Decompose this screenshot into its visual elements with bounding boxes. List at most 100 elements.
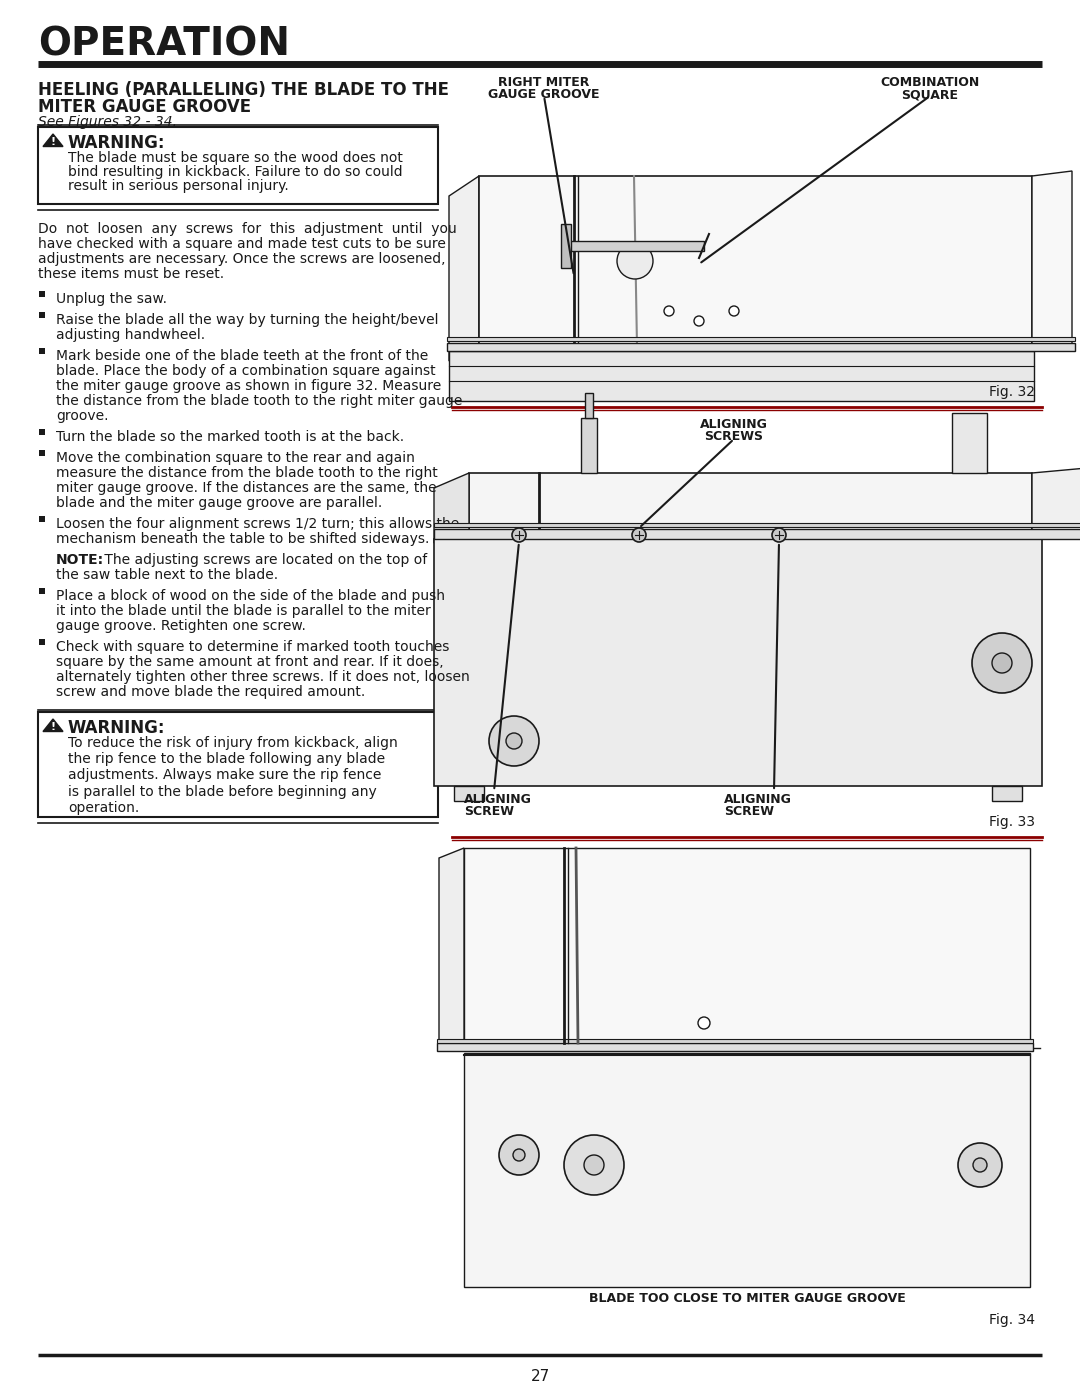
Text: Raise the blade all the way by turning the height/bevel: Raise the blade all the way by turning t…	[56, 313, 438, 327]
Text: ALIGNING: ALIGNING	[464, 793, 531, 806]
Text: Fig. 34: Fig. 34	[989, 1313, 1035, 1327]
Text: 27: 27	[530, 1369, 550, 1384]
Text: See Figures 32 - 34.: See Figures 32 - 34.	[38, 115, 177, 129]
Text: blade. Place the body of a combination square against: blade. Place the body of a combination s…	[56, 365, 435, 379]
Bar	[39, 348, 45, 353]
Text: SQUARE: SQUARE	[902, 88, 959, 101]
Text: The adjusting screws are located on the top of: The adjusting screws are located on the …	[100, 553, 428, 567]
Text: adjustments are necessary. Once the screws are loosened,: adjustments are necessary. Once the scre…	[38, 251, 446, 265]
Text: SCREWS: SCREWS	[704, 430, 764, 443]
Text: MITER GAUGE GROOVE: MITER GAUGE GROOVE	[38, 98, 252, 116]
Text: OPERATION: OPERATION	[38, 25, 291, 63]
Circle shape	[973, 1158, 987, 1172]
Text: SCREW: SCREW	[724, 805, 774, 819]
Text: HEELING (PARALLELING) THE BLADE TO THE: HEELING (PARALLELING) THE BLADE TO THE	[38, 81, 449, 99]
Bar	[39, 588, 45, 594]
Polygon shape	[1032, 468, 1080, 538]
Text: bind resulting in kickback. Failure to do so could: bind resulting in kickback. Failure to d…	[68, 165, 403, 179]
Text: screw and move blade the required amount.: screw and move blade the required amount…	[56, 685, 365, 698]
Circle shape	[617, 243, 653, 279]
Text: RIGHT MITER: RIGHT MITER	[498, 75, 590, 89]
Circle shape	[694, 316, 704, 326]
Text: measure the distance from the blade tooth to the right: measure the distance from the blade toot…	[56, 467, 437, 481]
Circle shape	[993, 652, 1012, 673]
Text: result in serious personal injury.: result in serious personal injury.	[68, 179, 288, 193]
Polygon shape	[43, 719, 63, 732]
Polygon shape	[43, 134, 63, 147]
Polygon shape	[438, 848, 464, 1051]
Polygon shape	[449, 176, 480, 360]
Circle shape	[958, 1143, 1002, 1187]
Text: ALIGNING: ALIGNING	[700, 418, 768, 432]
Text: square by the same amount at front and rear. If it does,: square by the same amount at front and r…	[56, 655, 444, 669]
Bar	[39, 312, 45, 319]
Text: Unplug the saw.: Unplug the saw.	[56, 292, 167, 306]
Bar	[434, 539, 1042, 787]
Text: SCREW: SCREW	[464, 805, 514, 819]
Circle shape	[698, 1017, 710, 1030]
Text: Fig. 32: Fig. 32	[989, 386, 1035, 400]
Circle shape	[512, 528, 526, 542]
Bar	[581, 418, 597, 474]
Bar	[951, 414, 987, 474]
Text: miter gauge groove. If the distances are the same, the: miter gauge groove. If the distances are…	[56, 481, 436, 495]
Text: the miter gauge groove as shown in figure 32. Measure: the miter gauge groove as shown in figur…	[56, 379, 442, 393]
Bar	[39, 291, 45, 298]
Text: alternately tighten other three screws. If it does not, loosen: alternately tighten other three screws. …	[56, 671, 470, 685]
Bar	[561, 224, 571, 268]
Circle shape	[513, 1148, 525, 1161]
Bar	[437, 1044, 1032, 1051]
Polygon shape	[469, 474, 1032, 534]
Bar	[585, 393, 593, 418]
Text: WARNING:: WARNING:	[68, 134, 165, 152]
Text: the distance from the blade tooth to the right miter gauge: the distance from the blade tooth to the…	[56, 394, 462, 408]
Text: groove.: groove.	[56, 409, 108, 423]
Text: COMBINATION: COMBINATION	[880, 75, 980, 89]
Bar	[39, 429, 45, 434]
Bar	[449, 351, 1034, 401]
Circle shape	[564, 1134, 624, 1194]
Text: ALIGNING: ALIGNING	[724, 793, 792, 806]
Text: blade and the miter gauge groove are parallel.: blade and the miter gauge groove are par…	[56, 496, 382, 510]
Text: gauge groove. Retighten one screw.: gauge groove. Retighten one screw.	[56, 619, 306, 633]
Bar	[39, 515, 45, 522]
Text: To reduce the risk of injury from kickback, align
the rip fence to the blade fol: To reduce the risk of injury from kickba…	[68, 736, 397, 814]
Text: it into the blade until the blade is parallel to the miter: it into the blade until the blade is par…	[56, 604, 431, 617]
Text: Move the combination square to the rear and again: Move the combination square to the rear …	[56, 451, 415, 465]
Text: have checked with a square and made test cuts to be sure: have checked with a square and made test…	[38, 237, 446, 251]
Circle shape	[632, 528, 646, 542]
Bar	[454, 787, 484, 800]
Bar	[39, 450, 45, 455]
Circle shape	[489, 717, 539, 766]
Circle shape	[972, 633, 1032, 693]
Bar	[447, 337, 1075, 341]
Bar	[993, 787, 1022, 800]
Text: NOTE:: NOTE:	[56, 553, 104, 567]
Bar	[447, 344, 1075, 351]
Text: BLADE TOO CLOSE TO MITER GAUGE GROOVE: BLADE TOO CLOSE TO MITER GAUGE GROOVE	[589, 1292, 905, 1305]
Text: Do  not  loosen  any  screws  for  this  adjustment  until  you: Do not loosen any screws for this adjust…	[38, 222, 457, 236]
Circle shape	[507, 733, 522, 749]
Bar	[38, 127, 438, 204]
Text: Place a block of wood on the side of the blade and push: Place a block of wood on the side of the…	[56, 590, 445, 604]
Text: Turn the blade so the marked tooth is at the back.: Turn the blade so the marked tooth is at…	[56, 430, 404, 444]
Bar	[464, 1053, 1030, 1287]
Polygon shape	[434, 474, 469, 543]
Text: WARNING:: WARNING:	[68, 719, 165, 738]
Bar	[437, 1039, 1032, 1044]
Circle shape	[729, 306, 739, 316]
Bar	[434, 522, 1080, 527]
Circle shape	[499, 1134, 539, 1175]
Text: Check with square to determine if marked tooth touches: Check with square to determine if marked…	[56, 640, 449, 654]
Bar	[454, 842, 1040, 1331]
Text: !: !	[51, 137, 55, 147]
Text: Mark beside one of the blade teeth at the front of the: Mark beside one of the blade teeth at th…	[56, 349, 429, 363]
Text: GAUGE GROOVE: GAUGE GROOVE	[488, 88, 599, 101]
Bar	[454, 66, 1040, 401]
Text: Loosen the four alignment screws 1/2 turn; this allows the: Loosen the four alignment screws 1/2 tur…	[56, 517, 459, 531]
Text: the saw table next to the blade.: the saw table next to the blade.	[56, 569, 279, 583]
Circle shape	[584, 1155, 604, 1175]
Text: !: !	[51, 722, 55, 732]
Circle shape	[664, 306, 674, 316]
Text: mechanism beneath the table to be shifted sideways.: mechanism beneath the table to be shifte…	[56, 532, 430, 546]
